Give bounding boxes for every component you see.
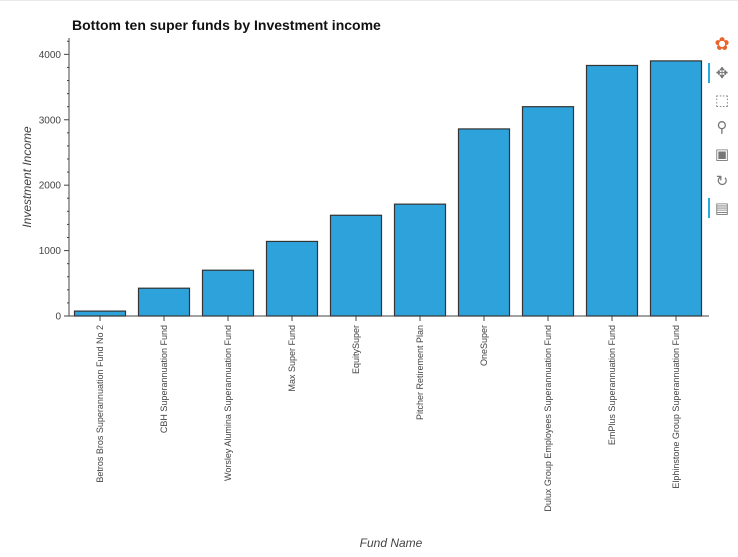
chart-toolbar: ✿ ✥ ⬚ ⚲ ▣ ↻ ▤ bbox=[708, 34, 735, 224]
y-axis: 0 1000 2000 3000 4000 bbox=[39, 38, 70, 323]
x-tick-label: Betros Bros Superannuation Fund No 2 bbox=[95, 325, 105, 483]
x-tick-label: Elphinstone Group Superannuation Fund bbox=[671, 325, 681, 489]
x-tick-label: OneSuper bbox=[479, 325, 489, 366]
bar bbox=[649, 60, 703, 317]
y-tick-label: 4000 bbox=[39, 50, 62, 61]
save-tool-icon[interactable]: ▣ bbox=[714, 144, 730, 163]
chart-title: Bottom ten super funds by Investment inc… bbox=[72, 17, 381, 33]
reset-tool-icon[interactable]: ↻ bbox=[715, 171, 729, 190]
bars-group bbox=[73, 60, 703, 317]
x-tick-label: EmPlus Superannuation Fund bbox=[607, 325, 617, 445]
y-tick-label: 0 bbox=[55, 312, 61, 323]
x-tick-label: EquitySuper bbox=[351, 325, 361, 374]
y-tick-label: 3000 bbox=[39, 115, 62, 126]
pan-tool-icon[interactable]: ✥ bbox=[708, 62, 734, 84]
bar bbox=[265, 240, 319, 317]
bar bbox=[73, 310, 127, 317]
bar bbox=[329, 214, 383, 317]
bar bbox=[457, 128, 511, 317]
x-tick-label: Worsley Alumina Superannuation Fund bbox=[223, 325, 233, 481]
hover-tool-icon[interactable]: ▤ bbox=[708, 197, 734, 219]
x-axis-label: Fund Name bbox=[360, 536, 423, 550]
x-tick-label: CBH Superannuation Fund bbox=[159, 325, 169, 433]
y-tick-label: 1000 bbox=[39, 246, 62, 257]
bar bbox=[393, 203, 447, 317]
bar bbox=[137, 287, 191, 317]
x-tick-label: Max Super Fund bbox=[287, 325, 297, 392]
y-tick-label: 2000 bbox=[39, 181, 62, 192]
y-axis-label: Investment Income bbox=[20, 126, 34, 228]
top-border bbox=[0, 0, 738, 1]
bar bbox=[521, 106, 575, 317]
x-axis bbox=[69, 315, 709, 321]
bar bbox=[201, 269, 255, 317]
wheel-zoom-tool-icon[interactable]: ⚲ bbox=[716, 117, 728, 136]
bar bbox=[585, 64, 639, 317]
box-zoom-tool-icon[interactable]: ⬚ bbox=[714, 90, 730, 109]
x-tick-labels: Betros Bros Superannuation Fund No 2 CBH … bbox=[95, 325, 681, 512]
x-tick-label: Dulux Group Employees Superannuation Fun… bbox=[543, 325, 553, 512]
x-tick-label: Pitcher Retirement Plan bbox=[415, 325, 425, 420]
bokeh-logo-icon: ✿ bbox=[714, 34, 730, 55]
